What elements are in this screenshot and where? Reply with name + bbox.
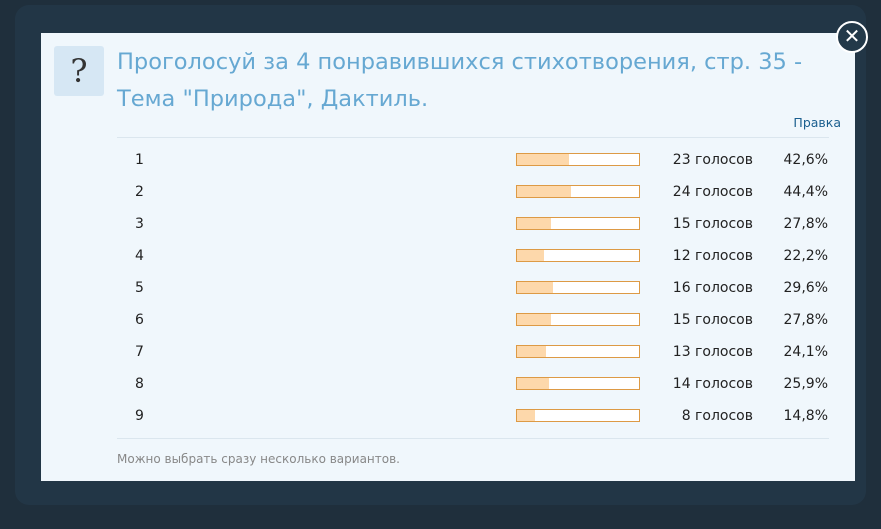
result-bar (517, 378, 549, 389)
result-bar (517, 250, 545, 261)
option-label: 6 (135, 312, 144, 328)
vote-count: 23 голосов (672, 152, 753, 168)
result-bar (517, 282, 554, 293)
bar-track (516, 153, 640, 166)
result-bar (517, 314, 551, 325)
option-label: 8 (135, 376, 144, 392)
poll-title: Проголосуй за 4 понравившихся стихотворе… (117, 49, 803, 112)
result-bar (517, 218, 551, 229)
result-bar (517, 154, 569, 165)
vote-percent: 29,6% (783, 280, 828, 296)
modal-panel (41, 33, 855, 481)
vote-percent: 22,2% (783, 248, 828, 264)
bar-track (516, 377, 640, 390)
vote-count: 15 голосов (672, 312, 753, 328)
bar-track (516, 217, 640, 230)
vote-percent: 42,6% (783, 152, 828, 168)
vote-percent: 14,8% (783, 408, 828, 424)
option-label: 4 (135, 248, 144, 264)
result-bar (517, 410, 536, 421)
vote-percent: 24,1% (783, 344, 828, 360)
option-label: 5 (135, 280, 144, 296)
bar-track (516, 249, 640, 262)
vote-count: 15 голосов (672, 216, 753, 232)
vote-count: 8 голосов (681, 408, 753, 424)
bar-track (516, 313, 640, 326)
vote-count: 13 голосов (672, 344, 753, 360)
result-bar (517, 346, 547, 357)
vote-percent: 25,9% (783, 376, 828, 392)
option-label: 3 (135, 216, 144, 232)
option-label: 2 (135, 184, 144, 200)
vote-count: 24 голосов (672, 184, 753, 200)
bar-track (516, 409, 640, 422)
option-label: 9 (135, 408, 144, 424)
bar-track (516, 281, 640, 294)
vote-count: 14 голосов (672, 376, 753, 392)
option-label: 7 (135, 344, 144, 360)
vote-count: 16 голосов (672, 280, 753, 296)
question-icon: ? (54, 46, 104, 96)
bar-track (516, 345, 640, 358)
vote-percent: 44,4% (783, 184, 828, 200)
close-button[interactable]: ✕ (836, 21, 868, 53)
divider (117, 438, 829, 439)
edit-link[interactable]: Правка (793, 115, 841, 130)
divider (117, 137, 829, 138)
bar-track (516, 185, 640, 198)
vote-percent: 27,8% (783, 216, 828, 232)
footer-note: Можно выбрать сразу несколько вариантов. (117, 452, 400, 466)
vote-percent: 27,8% (783, 312, 828, 328)
result-bar (517, 186, 572, 197)
vote-count: 12 голосов (672, 248, 753, 264)
option-label: 1 (135, 152, 144, 168)
